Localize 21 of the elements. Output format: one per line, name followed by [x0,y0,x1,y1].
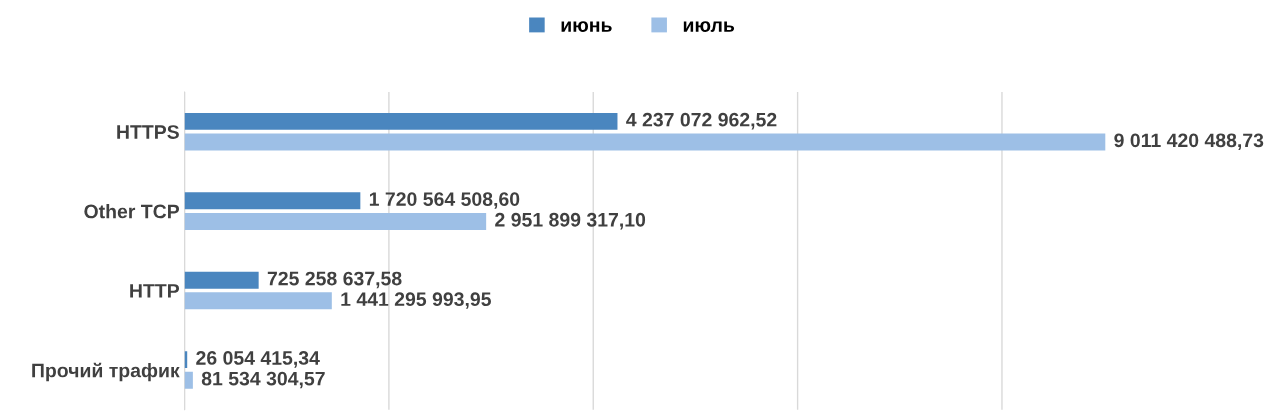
y-tick-label: HTTP [130,284,180,298]
y-tick-label: Other TCP [84,204,180,219]
bar [184,192,361,210]
data-label: 1 720 564 508,60 [369,192,520,209]
data-label: 26 054 415,34 [196,351,320,368]
data-label: 4 237 072 962,52 [626,112,777,130]
data-label: 1 441 295 993,95 [341,292,491,309]
legend-label: июнь [561,21,612,32]
data-label: 2 951 899 317,10 [495,212,646,230]
bar [184,292,332,310]
bar [184,271,259,289]
bar [184,371,193,389]
bar [184,212,487,230]
y-tick-label: HTTPS [117,125,179,139]
legend-label: июль [683,21,735,32]
data-label: 9 011 420 488,73 [1114,133,1264,151]
bar [184,112,618,130]
data-label: 725 258 637,58 [267,271,402,289]
bar [184,133,1106,151]
data-label: 81 534 304,57 [201,371,325,389]
y-tick-label: Прочий трафик [32,362,180,382]
